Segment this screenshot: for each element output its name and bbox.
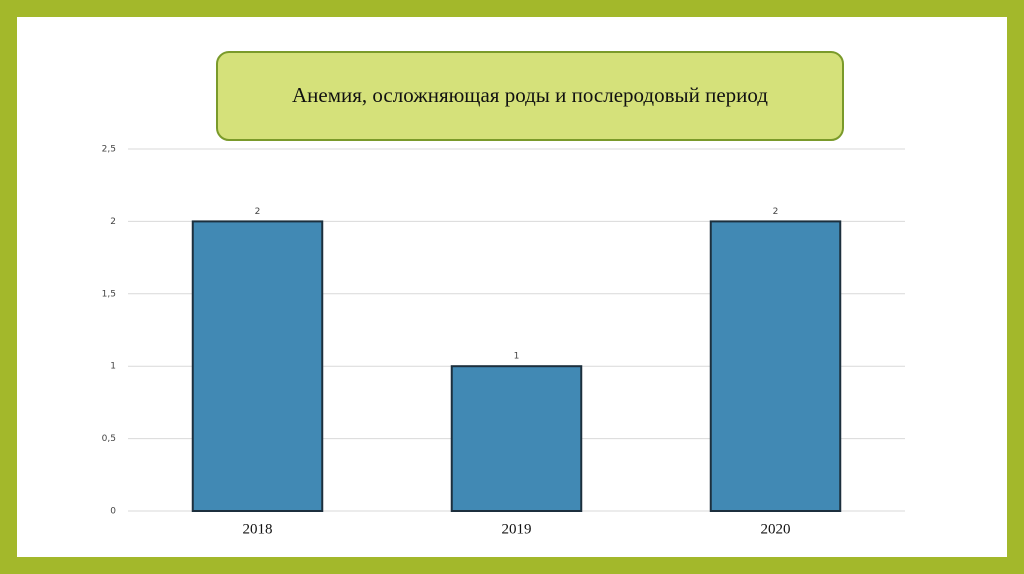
bar xyxy=(450,365,583,513)
y-tick-label: 2,5 xyxy=(102,145,116,155)
value-label: 1 xyxy=(514,352,520,362)
value-label: 2 xyxy=(773,207,779,217)
value-label: 2 xyxy=(255,207,261,217)
y-tick-label: 0 xyxy=(110,507,116,517)
x-tick-label: 2020 xyxy=(761,521,791,537)
x-tick-label: 2018 xyxy=(243,521,273,537)
y-tick-label: 1,5 xyxy=(102,289,116,299)
bar xyxy=(709,220,842,512)
y-tick-label: 2 xyxy=(110,217,116,227)
bar xyxy=(191,220,324,512)
x-tick-label: 2019 xyxy=(502,521,532,537)
y-tick-label: 1 xyxy=(110,362,116,372)
y-tick-label: 0,5 xyxy=(102,434,116,444)
title-box xyxy=(216,51,844,141)
chart-title: Анемия, осложняющая роды и послеродовый … xyxy=(292,83,768,107)
